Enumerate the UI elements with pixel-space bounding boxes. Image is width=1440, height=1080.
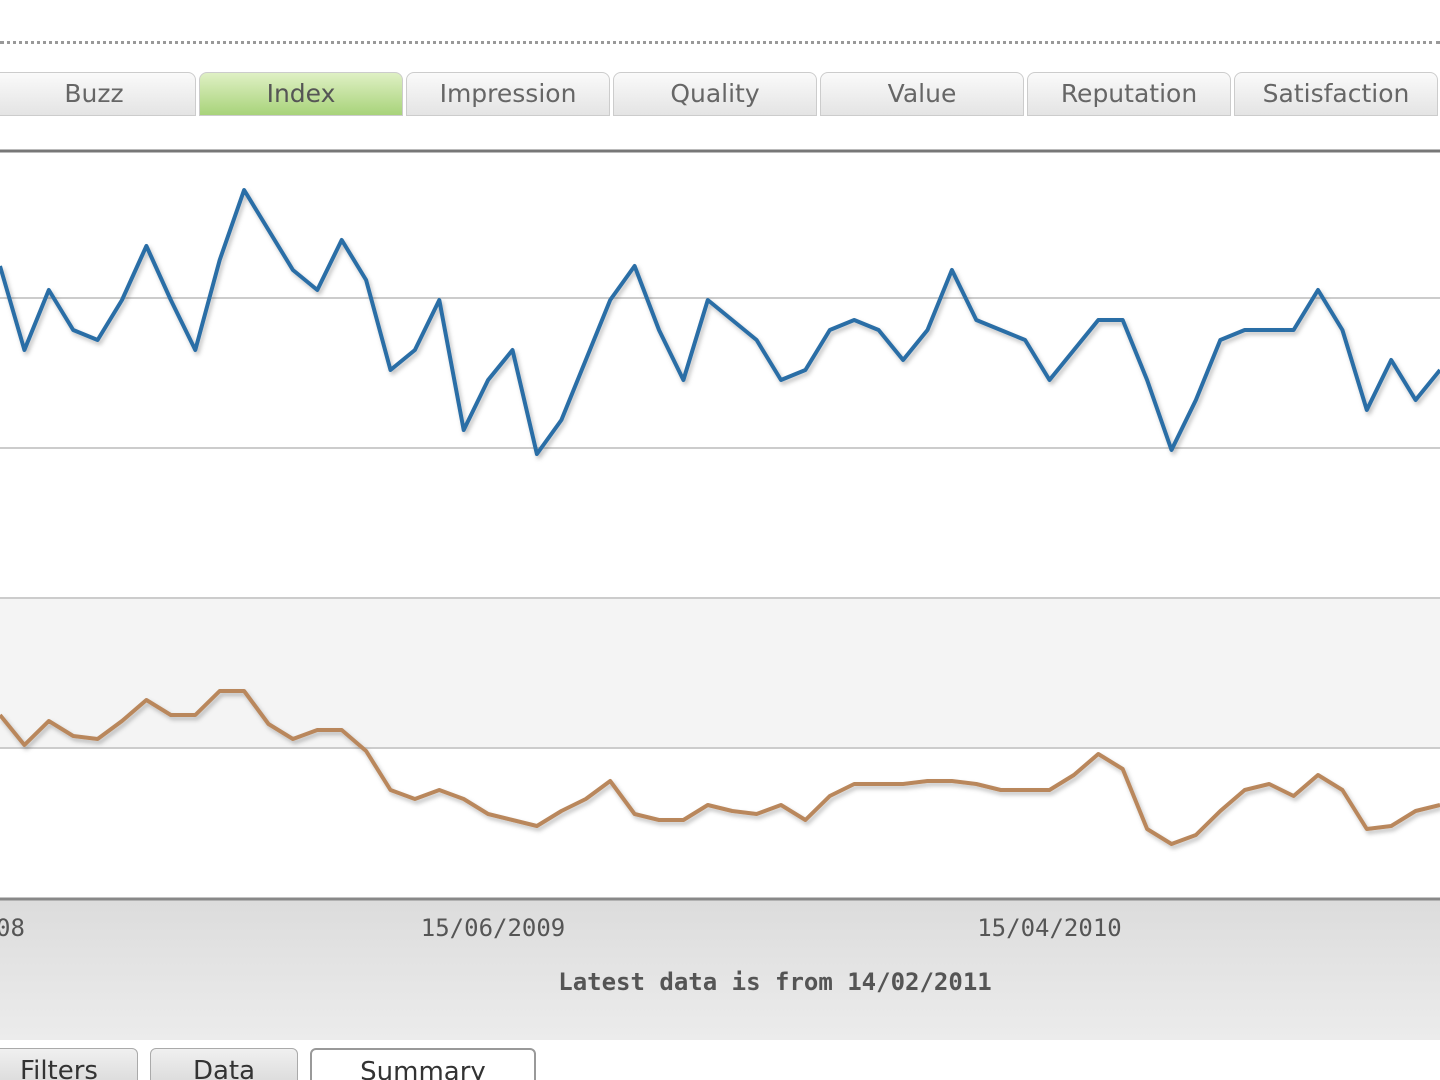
axis-strip [0,900,1440,1040]
tab[interactable]: Index [199,72,403,116]
tab[interactable]: Satisfaction [1234,72,1438,116]
tab[interactable]: Quality [613,72,817,116]
bottom-tab[interactable]: Data [150,1048,298,1080]
tab[interactable]: Buzz [0,72,196,116]
tab[interactable]: Value [820,72,1024,116]
x-tick-label: 15/04/2010 [977,914,1122,942]
tab[interactable]: Impression [406,72,610,116]
x-tick-label: 08 [0,914,25,942]
separator [0,41,1440,44]
x-tick-label: 15/06/2009 [421,914,566,942]
bottom-tab[interactable]: Filters [0,1048,138,1080]
bottom-tab[interactable]: Summary [310,1048,536,1080]
footer-note: Latest data is from 14/02/2011 [558,968,991,996]
line [0,689,1440,846]
line [0,188,1440,456]
band [0,598,1440,748]
tab[interactable]: Reputation [1027,72,1231,116]
plot-area [0,150,1440,900]
